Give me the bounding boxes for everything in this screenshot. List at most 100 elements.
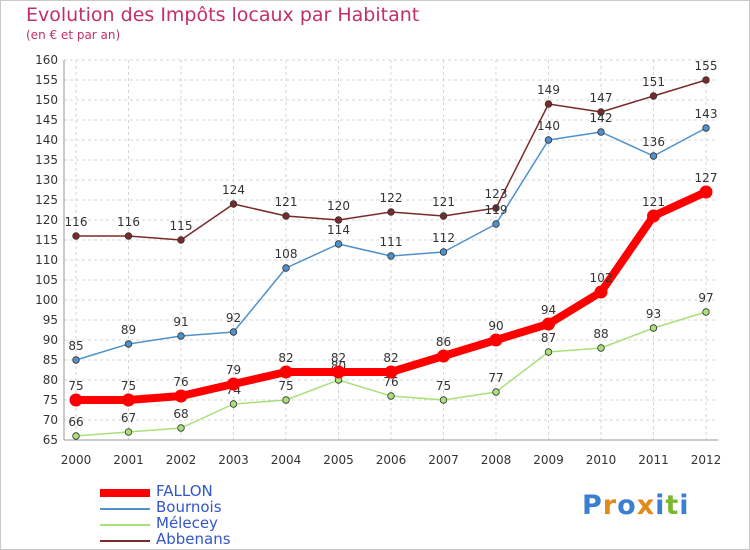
data-label: 142 <box>590 111 613 125</box>
legend-item-fallon: FALLON <box>100 482 300 500</box>
x-tick-label: 2008 <box>481 453 512 467</box>
data-point <box>387 392 395 400</box>
legend-swatch <box>100 540 150 542</box>
data-label: 93 <box>646 307 661 321</box>
data-point <box>124 340 133 348</box>
data-point <box>229 328 238 336</box>
y-tick-label: 95 <box>43 313 58 327</box>
chart-title: Evolution des Impôts locaux par Habitant <box>26 4 420 26</box>
data-label: 75 <box>68 379 83 393</box>
data-point <box>122 393 135 407</box>
data-point <box>439 396 448 404</box>
y-tick-label: 135 <box>35 153 58 167</box>
data-point <box>177 332 185 340</box>
y-tick-label: 150 <box>35 93 58 107</box>
data-label: 77 <box>488 371 503 385</box>
legend-item-mélecey: Mélecey <box>100 514 300 532</box>
data-label: 155 <box>695 59 718 73</box>
data-point <box>492 204 500 212</box>
data-label: 112 <box>432 231 455 245</box>
y-tick-label: 155 <box>35 73 58 87</box>
data-point <box>229 400 238 408</box>
data-label: 121 <box>432 195 455 209</box>
data-label: 88 <box>593 327 608 341</box>
legend-label: Mélecey <box>156 514 218 532</box>
y-tick-label: 140 <box>35 133 58 147</box>
y-tick-label: 100 <box>35 293 58 307</box>
data-point <box>597 344 605 352</box>
data-point <box>72 356 80 364</box>
data-point <box>597 128 605 136</box>
data-point <box>492 220 500 228</box>
data-label: 108 <box>275 247 298 261</box>
y-tick-label: 90 <box>43 333 58 347</box>
data-point <box>437 349 450 363</box>
data-point <box>124 428 133 436</box>
x-tick-label: 2009 <box>533 453 564 467</box>
y-tick-label: 125 <box>35 193 58 207</box>
y-tick-label: 145 <box>35 113 58 127</box>
data-point <box>542 317 555 331</box>
data-label: 114 <box>327 223 350 237</box>
data-label: 82 <box>383 351 398 365</box>
data-label: 75 <box>436 379 451 393</box>
data-point <box>387 252 395 260</box>
x-tick-label: 2002 <box>166 453 197 467</box>
data-label: 82 <box>331 351 346 365</box>
data-label: 90 <box>488 319 503 333</box>
data-point <box>174 389 188 403</box>
data-label: 79 <box>226 363 241 377</box>
x-tick-label: 2012 <box>691 453 722 467</box>
data-point <box>227 377 240 391</box>
y-tick-label: 85 <box>43 353 58 367</box>
data-label: 115 <box>170 219 193 233</box>
x-tick-label: 2003 <box>218 453 249 467</box>
data-label: 116 <box>65 215 88 229</box>
data-point <box>177 236 185 244</box>
data-label: 75 <box>278 379 293 393</box>
data-point <box>334 240 343 248</box>
y-tick-label: 105 <box>35 273 58 287</box>
data-label: 122 <box>380 191 403 205</box>
data-point <box>702 308 710 316</box>
x-tick-label: 2005 <box>323 453 354 467</box>
data-label: 140 <box>537 119 560 133</box>
y-tick-label: 120 <box>35 213 58 227</box>
data-label: 121 <box>642 195 665 209</box>
data-label: 85 <box>68 339 83 353</box>
data-point <box>72 232 80 240</box>
data-point <box>334 216 343 224</box>
x-tick-label: 2010 <box>586 453 617 467</box>
legend-swatch <box>100 489 150 497</box>
y-tick-label: 130 <box>35 173 58 187</box>
data-label: 91 <box>173 315 188 329</box>
data-label: 76 <box>383 375 398 389</box>
data-point <box>649 92 658 100</box>
data-label: 127 <box>695 171 718 185</box>
data-point <box>439 212 448 220</box>
data-point <box>282 212 290 220</box>
data-label: 136 <box>642 135 665 149</box>
data-point <box>594 285 608 299</box>
y-tick-label: 80 <box>43 373 58 387</box>
data-point <box>492 388 500 396</box>
y-tick-label: 160 <box>35 53 58 67</box>
data-label: 92 <box>226 311 241 325</box>
legend-swatch <box>100 508 150 510</box>
data-label: 67 <box>121 411 136 425</box>
data-label: 151 <box>642 75 665 89</box>
data-label: 87 <box>541 331 556 345</box>
data-label: 97 <box>698 291 713 305</box>
legend-item-bournois: Bournois <box>100 498 300 516</box>
x-tick-label: 2011 <box>638 453 669 467</box>
y-tick-label: 115 <box>35 233 58 247</box>
data-label: 94 <box>541 303 556 317</box>
data-point <box>544 348 553 356</box>
x-tick-label: 2007 <box>428 453 459 467</box>
data-label: 124 <box>222 183 245 197</box>
data-label: 66 <box>68 415 83 429</box>
data-point <box>124 232 133 240</box>
x-tick-label: 2001 <box>113 453 144 467</box>
data-label: 111 <box>380 235 403 249</box>
